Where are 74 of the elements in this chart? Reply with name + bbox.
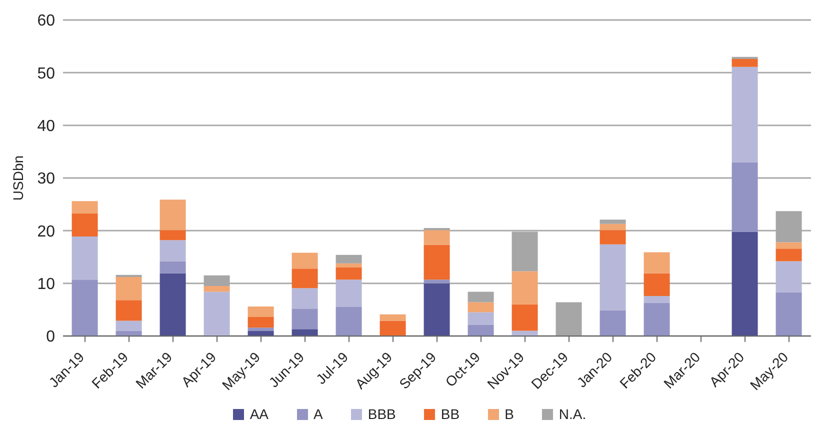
bar	[292, 329, 318, 336]
bar	[160, 200, 186, 230]
bar	[248, 317, 274, 328]
legend-label: BBB	[368, 406, 396, 422]
bar	[336, 254, 362, 264]
legend-label: A	[314, 406, 323, 422]
legend-label: AA	[250, 406, 269, 422]
bar	[248, 306, 274, 318]
y-tick-label: 60	[37, 12, 56, 30]
legend-label: N.A.	[558, 406, 586, 422]
y-tick-label: 40	[37, 118, 56, 136]
bar	[732, 232, 758, 336]
bar	[732, 66, 758, 162]
bar	[160, 240, 186, 262]
bar	[160, 261, 186, 274]
bar	[424, 230, 450, 245]
legend-label: BB	[440, 406, 460, 422]
bar	[600, 224, 626, 230]
bar	[116, 300, 142, 321]
bar	[512, 330, 538, 336]
bar	[424, 244, 450, 280]
y-tick-label: 10	[37, 276, 56, 294]
bar	[72, 236, 98, 280]
bar	[732, 58, 758, 67]
bar	[116, 277, 142, 300]
bar	[600, 310, 626, 336]
bar	[468, 292, 494, 302]
bar	[336, 268, 362, 280]
bar	[248, 330, 274, 336]
legend-label: B	[504, 406, 514, 422]
bar	[380, 320, 406, 336]
bar	[776, 242, 802, 249]
bar	[468, 324, 494, 336]
bar	[204, 286, 230, 292]
bar	[512, 271, 538, 304]
y-tick-label: 50	[37, 65, 56, 82]
bar	[160, 230, 186, 240]
bar	[776, 292, 802, 336]
bar	[116, 330, 142, 336]
bar	[292, 268, 318, 288]
y-tick-label: 30	[37, 170, 56, 188]
bar	[292, 252, 318, 269]
bar	[468, 302, 494, 312]
bar	[424, 283, 450, 336]
bar	[600, 230, 626, 244]
bar	[776, 261, 802, 292]
bar	[72, 213, 98, 236]
bar	[292, 288, 318, 309]
bar	[512, 304, 538, 331]
bar	[600, 220, 626, 224]
bar	[644, 302, 670, 336]
bar	[336, 263, 362, 268]
bar	[644, 296, 670, 303]
bar	[248, 328, 274, 331]
bar	[72, 201, 98, 214]
bar	[116, 320, 142, 331]
bar	[116, 274, 142, 278]
bar	[424, 280, 450, 284]
bar	[160, 273, 186, 336]
bar	[600, 244, 626, 310]
bar	[336, 307, 362, 336]
y-tick-label: 0	[46, 328, 56, 346]
bar	[292, 308, 318, 330]
bar	[776, 248, 802, 262]
bar	[72, 280, 98, 336]
bar	[336, 280, 362, 308]
bar	[204, 292, 230, 336]
bar	[644, 252, 670, 274]
bar	[732, 162, 758, 232]
bar	[644, 273, 670, 296]
y-tick-label: 20	[37, 223, 56, 240]
bar	[380, 314, 406, 321]
bar	[468, 312, 494, 325]
y-axis-title: USDbn	[10, 155, 26, 201]
